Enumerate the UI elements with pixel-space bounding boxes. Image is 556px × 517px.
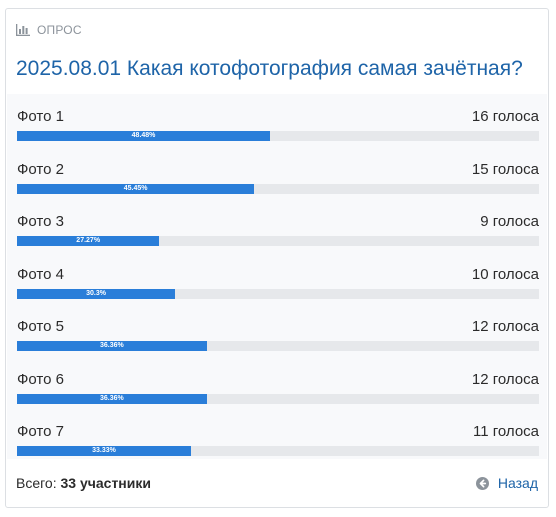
poll-option[interactable]: Фото 5 12 голоса 36.36% [17, 309, 539, 354]
poll-footer: Всего: 33 участники Назад [16, 475, 538, 495]
option-percent: 48.48% [131, 132, 156, 139]
poll-option[interactable]: Фото 7 11 голоса 33.33% [17, 414, 539, 459]
option-votes: 11 голоса [473, 423, 539, 440]
poll-option[interactable]: Фото 4 10 голоса 30.3% [17, 257, 539, 302]
option-label: Фото 5 [17, 318, 64, 335]
poll-tag: ОПРОС [37, 23, 82, 37]
option-percent: 36.36% [100, 395, 124, 402]
option-votes: 12 голоса [471, 318, 539, 335]
option-bar-fill: 30.3% [17, 289, 176, 299]
option-votes: 9 голоса [480, 213, 539, 230]
poll-option[interactable]: Фото 1 16 голоса 48.48% [17, 99, 539, 144]
option-bar-track: 30.3% [17, 289, 539, 299]
option-label: Фото 1 [17, 108, 64, 125]
poll-option[interactable]: Фото 6 12 голоса 36.36% [17, 362, 539, 407]
option-percent: 27.27% [76, 237, 101, 244]
option-bar-fill: 27.27% [17, 236, 160, 246]
back-label: Назад [497, 475, 538, 491]
option-label: Фото 6 [17, 371, 64, 388]
option-bar-fill: 33.33% [17, 446, 191, 456]
option-percent: 33.33% [92, 447, 116, 454]
option-percent: 30.3% [86, 290, 106, 297]
option-label: Фото 2 [17, 161, 64, 178]
option-label: Фото 7 [17, 423, 64, 440]
option-bar-track: 45.45% [17, 184, 539, 194]
option-bar-track: 36.36% [17, 394, 539, 404]
arrow-left-circle-icon [475, 476, 489, 490]
poll-options: Фото 1 16 голоса 48.48% Фото 2 15 голоса… [7, 94, 547, 459]
option-bar-track: 48.48% [17, 131, 539, 141]
total-value: 33 участники [60, 475, 151, 491]
option-votes: 16 голоса [471, 108, 539, 125]
poll-header: ОПРОС [16, 22, 82, 38]
bar-chart-icon [16, 24, 30, 36]
option-votes: 15 голоса [471, 161, 539, 178]
poll-option[interactable]: Фото 2 15 голоса 45.45% [17, 152, 539, 197]
poll-option[interactable]: Фото 3 9 голоса 27.27% [17, 204, 539, 249]
option-bar-fill: 36.36% [17, 341, 207, 351]
total-label: Всего: [16, 475, 57, 491]
back-link[interactable]: Назад [475, 475, 538, 491]
option-votes: 12 голоса [471, 371, 539, 388]
option-bar-fill: 48.48% [17, 131, 271, 141]
option-label: Фото 3 [17, 213, 64, 230]
option-bar-track: 33.33% [17, 446, 539, 456]
option-percent: 36.36% [100, 342, 124, 349]
poll-title: 2025.08.01 Какая котофотография самая за… [16, 57, 523, 80]
option-bar-track: 27.27% [17, 236, 539, 246]
option-bar-fill: 45.45% [17, 184, 255, 194]
poll-card: ОПРОС 2025.08.01 Какая котофотография са… [5, 8, 549, 508]
option-votes: 10 голоса [471, 266, 539, 283]
option-bar-track: 36.36% [17, 341, 539, 351]
option-percent: 45.45% [123, 185, 148, 192]
poll-total: Всего: 33 участники [16, 475, 151, 491]
option-label: Фото 4 [17, 266, 64, 283]
option-bar-fill: 36.36% [17, 394, 207, 404]
